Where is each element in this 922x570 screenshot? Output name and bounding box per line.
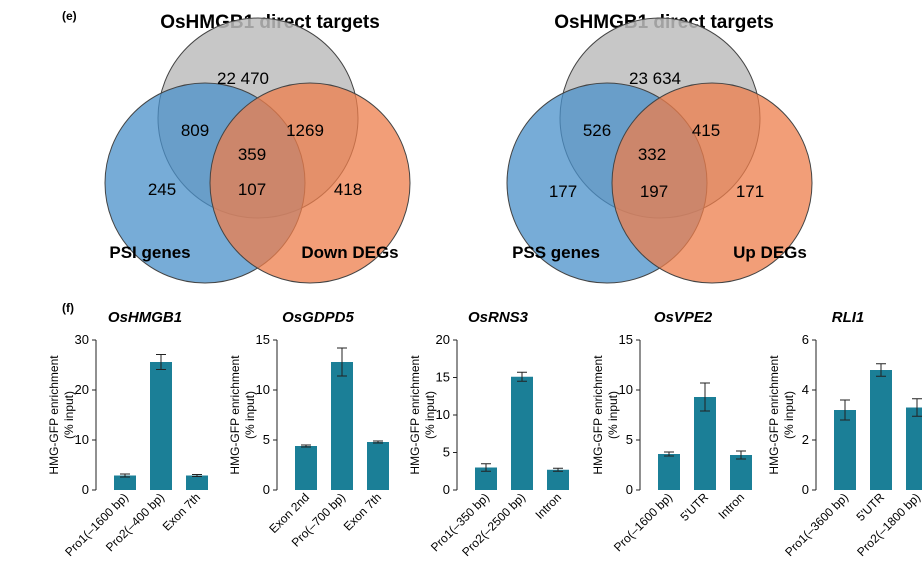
y-axis-label: (% input)	[782, 391, 796, 439]
bar	[295, 446, 317, 490]
venn-2-region-top-only: 23 634	[629, 69, 681, 88]
y-axis-label: (% input)	[423, 391, 437, 439]
bar-chart-1: OsHMGB1 0 10 20 30 HMG-GFP enrichment (% input…	[47, 309, 208, 559]
panel-e-label: (e)	[62, 9, 77, 23]
x-tick-label: Pro2(–1800 bp)	[854, 490, 922, 559]
venn-2-region-top-right: 415	[692, 121, 720, 140]
venn-1-region-top-right: 1269	[286, 121, 324, 140]
y-axis-label: (% input)	[606, 391, 620, 439]
panel-f-label: (f)	[62, 301, 74, 315]
y-tick-label: 0	[443, 482, 450, 497]
bar-chart-title: OsRNS3	[468, 309, 529, 326]
bar-chart-5: RLI1 0 2 4 6 HMG-GFP enrichment (% input) Pro1(…	[767, 309, 922, 559]
bar-chart-title: OsGDPD5	[282, 309, 354, 326]
venn-2-region-left-only: 177	[549, 182, 577, 201]
y-axis-label: HMG-GFP enrichment	[47, 355, 61, 475]
venn-2-right-label: Up DEGs	[733, 243, 807, 262]
bar	[658, 454, 680, 490]
x-tick-label: 5'UTR	[677, 490, 711, 524]
x-tick-label: Intron	[716, 490, 748, 522]
y-tick-label: 15	[256, 332, 270, 347]
venn-1-circle-right	[209, 82, 411, 284]
bar	[870, 370, 892, 490]
venn-1-region-center: 359	[238, 145, 266, 164]
bar-chart-title: OsVPE2	[654, 309, 713, 326]
bar-chart-title: OsHMGB1	[108, 309, 182, 326]
bar	[511, 376, 533, 490]
bar-chart-2: OsGDPD5 0 5 10 15 HMG-GFP enrichment (% input)…	[228, 309, 389, 550]
y-tick-label: 4	[802, 382, 809, 397]
x-tick-label: Intron	[533, 490, 565, 522]
bar-chart-title: RLI1	[832, 309, 865, 326]
bar	[367, 442, 389, 490]
y-tick-label: 0	[263, 482, 270, 497]
venn-1-region-left-right: 107	[238, 180, 266, 199]
bar	[547, 469, 569, 490]
y-tick-label: 0	[626, 482, 633, 497]
y-tick-label: 10	[256, 382, 270, 397]
y-axis-label: HMG-GFP enrichment	[408, 355, 422, 475]
y-tick-label: 5	[626, 432, 633, 447]
bar-chart-3: OsRNS3 0 5 10 15 20 HMG-GFP enrichment (% input…	[408, 309, 569, 559]
bar	[475, 467, 497, 490]
y-axis-label: HMG-GFP enrichment	[591, 355, 605, 475]
y-tick-label: 20	[75, 382, 89, 397]
bar	[331, 362, 353, 490]
y-tick-label: 2	[802, 432, 809, 447]
y-tick-label: 10	[619, 382, 633, 397]
y-tick-label: 30	[75, 332, 89, 347]
bar	[150, 362, 172, 490]
y-tick-label: 0	[82, 482, 89, 497]
venn-1-region-right-only: 418	[334, 180, 362, 199]
y-tick-label: 20	[436, 332, 450, 347]
x-tick-label: Pro(–1600 bp)	[611, 490, 675, 554]
x-tick-label: Pro1(–1600 bp)	[62, 490, 131, 559]
y-tick-label: 10	[436, 407, 450, 422]
x-tick-label: Exon 7th	[160, 490, 203, 533]
venn-diagram-1: OsHMGB1 direct targets 22 470 809 1269 3…	[104, 12, 411, 284]
venn-2-region-top-left: 526	[583, 121, 611, 140]
bar	[834, 410, 856, 490]
venn-1-left-label: PSI genes	[109, 243, 190, 262]
x-tick-label: Exon 7th	[341, 490, 384, 533]
bar	[730, 455, 752, 490]
venn-2-region-center: 332	[638, 145, 666, 164]
x-tick-label: 5'UTR	[853, 490, 887, 524]
y-axis-label: HMG-GFP enrichment	[767, 355, 781, 475]
y-tick-label: 0	[802, 482, 809, 497]
y-axis-label: HMG-GFP enrichment	[228, 355, 242, 475]
venn-1-right-label: Down DEGs	[301, 243, 398, 262]
y-axis-label: (% input)	[62, 391, 76, 439]
venn-2-region-left-right: 197	[640, 182, 668, 201]
bar	[186, 475, 208, 490]
venn-2-region-right-only: 171	[736, 182, 764, 201]
venn-diagram-2: OsHMGB1 direct targets 23 634 526 415 33…	[506, 12, 813, 284]
y-tick-label: 15	[436, 370, 450, 385]
y-tick-label: 5	[443, 445, 450, 460]
bar	[906, 407, 922, 490]
x-tick-label: Pro1(–3600 bp)	[782, 490, 851, 559]
venn-1-region-top-only: 22 470	[217, 69, 269, 88]
venn-2-left-label: PSS genes	[512, 243, 600, 262]
bar	[114, 475, 136, 490]
venn-1-region-top-left: 809	[181, 121, 209, 140]
bar-chart-4: OsVPE2 0 5 10 15 HMG-GFP enrichment (% input) P…	[591, 309, 752, 554]
x-tick-label: Pro2(–2500 bp)	[459, 490, 528, 559]
y-tick-label: 15	[619, 332, 633, 347]
y-tick-label: 6	[802, 332, 809, 347]
bar	[694, 397, 716, 490]
y-tick-label: 5	[263, 432, 270, 447]
y-tick-label: 10	[75, 432, 89, 447]
y-axis-label: (% input)	[243, 391, 257, 439]
venn-2-circle-right	[611, 82, 813, 284]
venn-1-region-left-only: 245	[148, 180, 176, 199]
